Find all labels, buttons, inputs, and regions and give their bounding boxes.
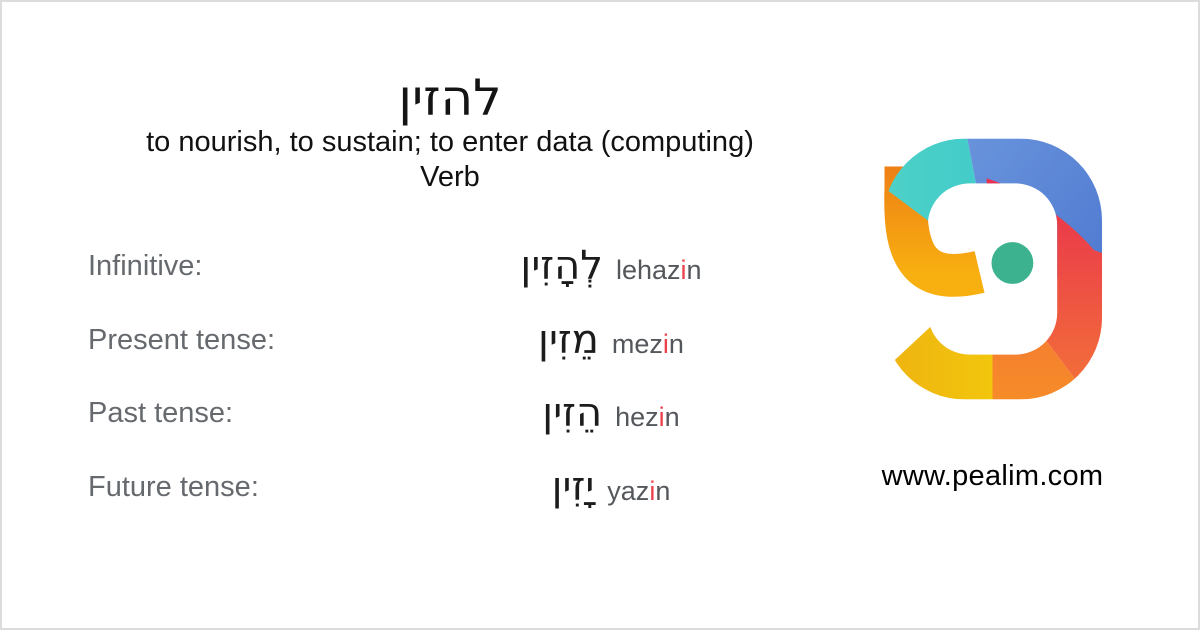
hebrew-form: לְהָזִין [520,243,603,289]
translit-part: n [655,476,671,506]
transliteration: mezin [612,329,684,360]
stressed-letter: i [662,329,669,359]
row-value: לְהָזִין lehazin [520,241,701,291]
translit-part: n [686,255,702,285]
verb-translation: to nourish, to sustain; to enter data (c… [146,126,754,158]
transliteration: hezin [615,402,680,433]
row-value: הֵזִין hezin [542,388,679,438]
conjugation-row-present: Present tense: מֵזִין mezin [88,310,808,370]
hebrew-form: יָזִין [551,464,595,510]
stressed-letter: i [658,402,665,432]
row-value: מֵזִין mezin [538,315,684,365]
translit-part: yaz [607,476,650,506]
transliteration: lehazin [616,255,702,286]
logo-green-dot [991,242,1034,284]
row-label: Past tense: [88,396,234,429]
row-label: Present tense: [88,323,275,356]
hebrew-form: מֵזִין [538,317,599,363]
row-value: יָזִין yazin [552,462,671,512]
stressed-letter: i [680,255,687,285]
conjugation-row-infinitive: Infinitive: לְהָזִין lehazin [88,236,808,296]
verb-title-hebrew: להזין [398,69,502,127]
row-label: Infinitive: [88,249,203,282]
conjugation-row-future: Future tense: יָזִין yazin [88,457,808,517]
translit-part: lehaz [615,255,681,285]
translit-part: hez [615,402,659,432]
translit-part: mez [611,329,663,359]
translit-part: n [664,402,680,432]
translit-part: n [668,329,684,359]
transliteration: yazin [607,476,670,507]
part-of-speech: Verb [420,161,480,193]
conjugation-row-past: Past tense: הֵזִין hezin [88,383,808,443]
hebrew-form: הֵזִין [542,390,603,436]
stressed-letter: i [649,476,656,506]
pealim-logo [883,138,1102,400]
row-label: Future tense: [88,470,259,503]
website-url: www.pealim.com [881,460,1104,492]
